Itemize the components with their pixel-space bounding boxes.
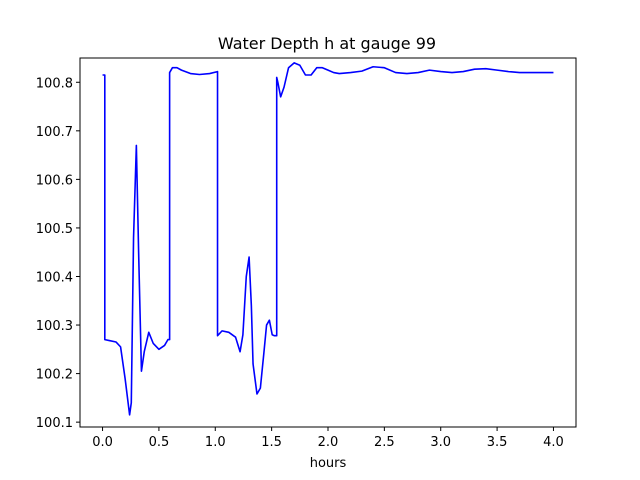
x-tick-label: 3.0 — [430, 435, 451, 450]
chart-title: Water Depth h at gauge 99 — [218, 34, 436, 53]
x-tick-label: 0.0 — [92, 435, 113, 450]
y-tick-label: 100.6 — [36, 173, 73, 188]
x-tick-label: 2.5 — [374, 435, 395, 450]
y-tick-label: 100.3 — [36, 319, 73, 334]
x-tick-label: 3.5 — [487, 435, 508, 450]
x-axis-label: hours — [310, 456, 347, 471]
x-axis: 0.0 0.5 1.0 1.5 2.0 2.5 3.0 3.5 4.0 — [92, 427, 564, 450]
y-axis: 100.1 100.2 100.3 100.4 100.5 100.6 100.7 100.8 — [36, 76, 80, 431]
x-tick-label: 1.0 — [205, 435, 226, 450]
y-tick-label: 100.1 — [36, 416, 73, 431]
x-tick-label: 0.5 — [149, 435, 170, 450]
y-tick-label: 100.8 — [36, 76, 73, 91]
y-tick-label: 100.7 — [36, 125, 73, 140]
x-tick-label: 2.0 — [318, 435, 339, 450]
y-tick-label: 100.5 — [36, 222, 73, 237]
x-tick-label: 4.0 — [543, 435, 564, 450]
series-line-0 — [102, 62, 554, 416]
y-tick-label: 100.4 — [36, 270, 73, 285]
y-tick-label: 100.2 — [36, 368, 73, 383]
x-tick-label: 1.5 — [261, 435, 282, 450]
